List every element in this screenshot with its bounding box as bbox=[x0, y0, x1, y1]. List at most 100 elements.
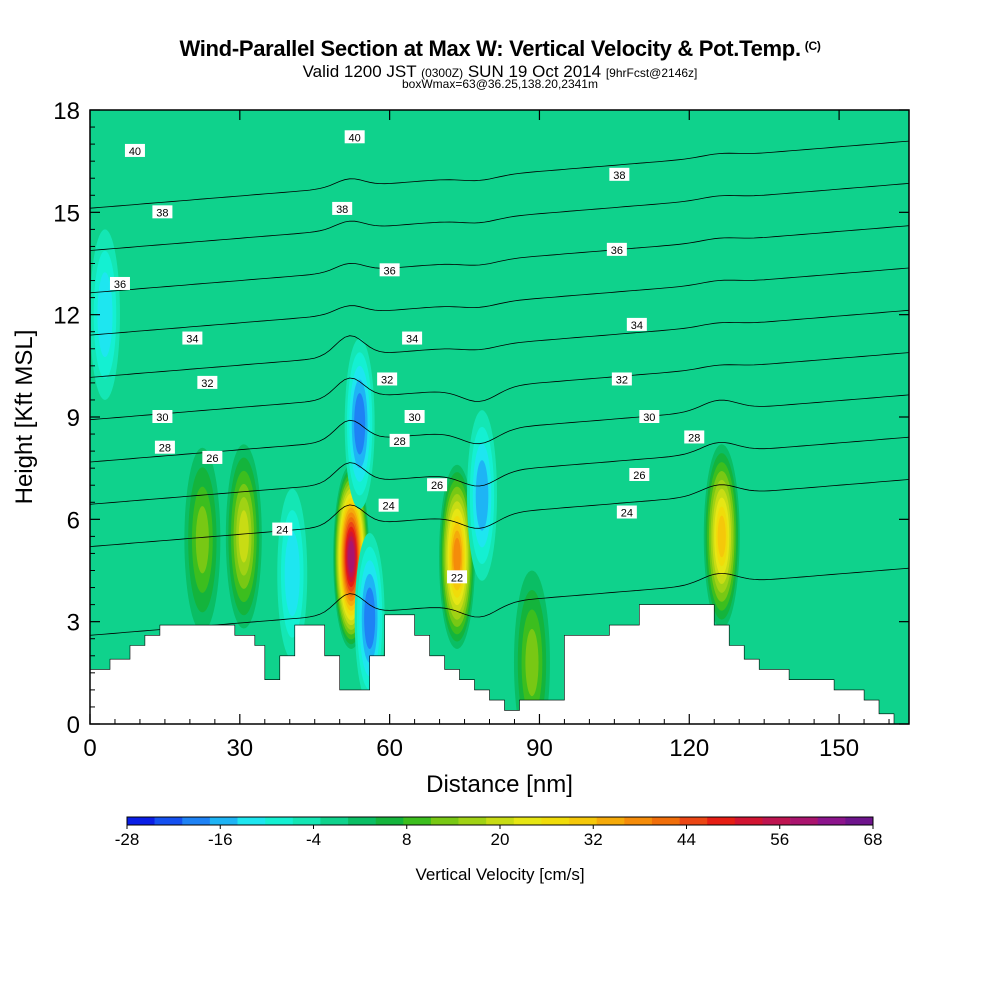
isentrope-label: 22 bbox=[447, 570, 468, 584]
label-bg bbox=[124, 143, 145, 157]
colorbar-swatch bbox=[265, 817, 294, 825]
label-bg bbox=[202, 450, 223, 464]
label-bg bbox=[332, 201, 353, 215]
label-bg bbox=[606, 242, 627, 256]
label-bg bbox=[402, 331, 423, 345]
isentrope-label-text: 28 bbox=[159, 443, 171, 455]
colorbar-swatch bbox=[624, 817, 653, 825]
colorbar: -28 -16 -4 8 20 32 44 56 68 Vertical Velocity [cm… bbox=[115, 816, 883, 884]
label-bg bbox=[182, 331, 203, 345]
label-bg bbox=[154, 440, 175, 454]
isentrope-label-text: 28 bbox=[393, 436, 405, 448]
isentrope-label: 24 bbox=[616, 505, 637, 520]
isentrope-label-text: 32 bbox=[201, 378, 213, 390]
colorbar-swatch bbox=[734, 817, 763, 825]
isentrope-label: 34 bbox=[626, 317, 647, 332]
label-bg bbox=[629, 467, 650, 481]
isentrope-label: 24 bbox=[272, 522, 293, 537]
colorbar-tick-label: 68 bbox=[864, 830, 883, 849]
label-bg bbox=[626, 317, 647, 331]
colorbar-swatch bbox=[762, 817, 791, 825]
isentrope-label: 30 bbox=[152, 410, 173, 424]
label-bg bbox=[427, 478, 448, 492]
x-tick-label: 90 bbox=[526, 735, 553, 762]
downdraft-contour bbox=[364, 587, 376, 649]
field-background bbox=[90, 110, 909, 724]
subtitle-date: SUN 19 Oct 2014 bbox=[467, 62, 602, 81]
colorbar-swatch bbox=[541, 817, 570, 825]
label-bg bbox=[152, 410, 173, 423]
title-suffix: (C) bbox=[804, 39, 821, 53]
colorbar-swatch bbox=[817, 817, 846, 825]
updraft-contour bbox=[195, 506, 209, 574]
isentrope-38 bbox=[90, 183, 909, 251]
colorbar-tick-label: -28 bbox=[115, 830, 140, 849]
label-bg bbox=[389, 433, 410, 447]
isentrope-label: 36 bbox=[606, 242, 627, 257]
colorbar-swatch bbox=[182, 817, 211, 825]
colorbar-swatch bbox=[596, 817, 625, 825]
x-tick-label: 60 bbox=[376, 735, 403, 762]
isentrope-label: 32 bbox=[197, 375, 218, 390]
isentrope-label-text: 34 bbox=[186, 334, 198, 346]
isentrope-label-text: 26 bbox=[431, 480, 443, 492]
colorbar-swatch bbox=[430, 817, 459, 825]
isentrope-label: 30 bbox=[639, 410, 660, 424]
isentrope-label: 28 bbox=[154, 440, 175, 455]
x-axis-label: Distance [nm] bbox=[426, 771, 573, 798]
colorbar-tick-label: 8 bbox=[402, 830, 411, 849]
isentrope-label: 28 bbox=[389, 433, 410, 448]
isentrope-30 bbox=[90, 352, 909, 421]
isentrope-label: 34 bbox=[402, 331, 423, 346]
colorbar-swatch bbox=[348, 817, 376, 825]
isentrope-label-text: 22 bbox=[451, 572, 463, 584]
colorbar-swatch bbox=[403, 817, 432, 825]
isentrope-label-text: 34 bbox=[406, 334, 418, 346]
downdraft-contour bbox=[475, 460, 489, 531]
terrain-mask bbox=[90, 604, 909, 724]
isentrope-label: 32 bbox=[611, 372, 632, 386]
colorbar-swatch bbox=[458, 817, 487, 825]
isentrope-label: 26 bbox=[427, 478, 448, 492]
isentrope-24 bbox=[90, 479, 909, 547]
isentrope-label: 38 bbox=[152, 205, 173, 219]
isentrope-label-text: 38 bbox=[613, 170, 625, 182]
colorbar-tick-label: 44 bbox=[677, 830, 696, 849]
isentropes bbox=[90, 140, 909, 636]
label-bg bbox=[404, 410, 425, 423]
isentrope-label-text: 30 bbox=[643, 412, 655, 424]
colorbar-swatch bbox=[845, 817, 874, 825]
colorbar-tick-label: 32 bbox=[584, 830, 603, 849]
colorbar-tick-label: -4 bbox=[306, 830, 321, 849]
isentrope-40 bbox=[90, 140, 909, 209]
label-bg bbox=[611, 372, 632, 386]
isentrope-label-text: 36 bbox=[611, 245, 623, 257]
isentrope-label-text: 28 bbox=[688, 432, 700, 444]
label-bg bbox=[378, 498, 399, 512]
colorbar-swatch bbox=[679, 817, 708, 825]
isentrope-label: 30 bbox=[404, 410, 425, 424]
label-bg bbox=[616, 505, 637, 519]
isentrope-label-text: 36 bbox=[384, 265, 396, 277]
colorbar-tick-label: 56 bbox=[770, 830, 789, 849]
label-bg bbox=[197, 375, 218, 389]
y-tick-label: 9 bbox=[67, 405, 80, 432]
label-bg bbox=[109, 276, 130, 290]
isentrope-label: 36 bbox=[109, 276, 130, 291]
colorbar-swatch bbox=[486, 817, 515, 825]
x-tick-label: 30 bbox=[226, 735, 253, 762]
isentrope-label-text: 30 bbox=[408, 412, 420, 424]
terrain bbox=[90, 604, 909, 724]
isentrope-label: 26 bbox=[202, 450, 223, 465]
chart-subtitle: Valid 1200 JST (0300Z) SUN 19 Oct 2014 [… bbox=[302, 62, 698, 81]
colorbar-tick-label: 20 bbox=[491, 830, 510, 849]
colorbar-swatch bbox=[127, 817, 155, 825]
subtitle-utc: (0300Z) bbox=[421, 66, 464, 80]
isentrope-32 bbox=[90, 309, 909, 378]
isentrope-label: 26 bbox=[629, 467, 650, 482]
colorbar-swatch bbox=[375, 817, 404, 825]
isentrope-34 bbox=[90, 267, 909, 336]
isentrope-label: 40 bbox=[344, 130, 365, 144]
colorbar-swatch bbox=[320, 817, 349, 825]
